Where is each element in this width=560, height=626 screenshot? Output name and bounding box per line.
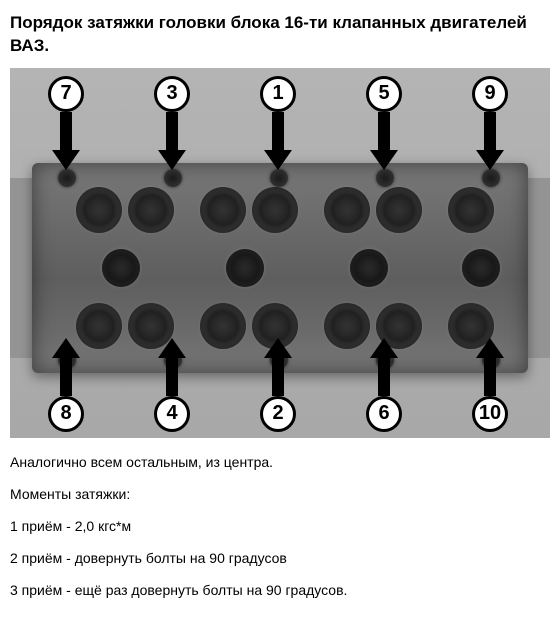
arrow-shaft [166, 112, 178, 150]
bg-right [528, 178, 550, 358]
marker-7: 7 [48, 76, 84, 170]
arrow-down-icon [52, 150, 80, 170]
marker-bubble: 8 [48, 396, 84, 432]
bolt-hole [376, 169, 394, 187]
center-bore [350, 249, 388, 287]
marker-bubble: 7 [48, 76, 84, 112]
marker-5: 5 [366, 76, 402, 170]
bolt-hole [270, 169, 288, 187]
arrow-down-icon [476, 150, 504, 170]
marker-8: 8 [48, 338, 84, 432]
arrow-up-icon [370, 338, 398, 358]
note-summary: Аналогично всем остальным, из центра. [10, 454, 550, 470]
valve-cup [200, 303, 246, 349]
valve-cup [324, 303, 370, 349]
valve-cup [128, 187, 174, 233]
torque-step-3: 3 приём - ещё раз довернуть болты на 90 … [10, 582, 550, 598]
page-container: Порядок затяжки головки блока 16-ти клап… [0, 0, 560, 626]
arrow-shaft [272, 112, 284, 150]
valve-cup [324, 187, 370, 233]
marker-6: 6 [366, 338, 402, 432]
arrow-down-icon [158, 150, 186, 170]
marker-bubble: 5 [366, 76, 402, 112]
marker-4: 4 [154, 338, 190, 432]
arrow-up-icon [476, 338, 504, 358]
center-bore [102, 249, 140, 287]
marker-2: 2 [260, 338, 296, 432]
bolt-hole [58, 169, 76, 187]
page-title: Порядок затяжки головки блока 16-ти клап… [10, 12, 550, 58]
marker-bubble: 3 [154, 76, 190, 112]
marker-1: 1 [260, 76, 296, 170]
arrow-up-icon [264, 338, 292, 358]
torque-sequence-diagram: 7 3 1 5 9 8 [10, 68, 550, 438]
valve-cup [376, 187, 422, 233]
marker-bubble: 9 [472, 76, 508, 112]
arrow-shaft [484, 358, 496, 396]
valve-cup [448, 187, 494, 233]
arrow-up-icon [52, 338, 80, 358]
marker-9: 9 [472, 76, 508, 170]
arrow-shaft [378, 358, 390, 396]
arrow-shaft [60, 358, 72, 396]
valve-cup [252, 187, 298, 233]
arrow-shaft [60, 112, 72, 150]
marker-bubble: 2 [260, 396, 296, 432]
arrow-down-icon [370, 150, 398, 170]
arrow-shaft [378, 112, 390, 150]
arrow-down-icon [264, 150, 292, 170]
marker-bubble: 1 [260, 76, 296, 112]
marker-10: 10 [472, 338, 508, 432]
arrow-shaft [484, 112, 496, 150]
torque-step-1: 1 приём - 2,0 кгс*м [10, 518, 550, 534]
bg-left [10, 178, 34, 358]
arrow-up-icon [158, 338, 186, 358]
valve-cup [76, 187, 122, 233]
marker-bubble: 10 [472, 396, 508, 432]
marker-bubble: 6 [366, 396, 402, 432]
center-bore [462, 249, 500, 287]
bolt-hole [164, 169, 182, 187]
arrow-shaft [272, 358, 284, 396]
valve-cup [200, 187, 246, 233]
center-bore [226, 249, 264, 287]
torque-step-2: 2 приём - довернуть болты на 90 градусов [10, 550, 550, 566]
bolt-hole [482, 169, 500, 187]
note-heading: Моменты затяжки: [10, 486, 550, 502]
marker-bubble: 4 [154, 396, 190, 432]
marker-3: 3 [154, 76, 190, 170]
arrow-shaft [166, 358, 178, 396]
